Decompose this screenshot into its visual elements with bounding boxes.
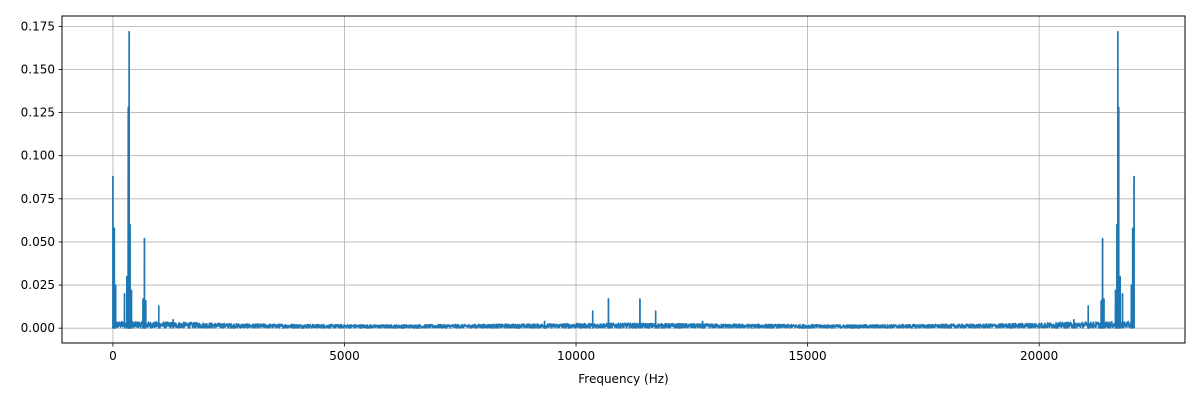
y-tick-label: 0.050 bbox=[21, 235, 55, 249]
plot-frame bbox=[61, 15, 1186, 344]
x-tick-label: 15000 bbox=[788, 349, 826, 363]
y-axis-ticks: 0.000 0.025 0.050 0.075 0.100 0.125 0.150 0.175 bbox=[21, 19, 62, 335]
x-tick-label: 10000 bbox=[557, 349, 595, 363]
x-axis-ticks: 0 5000 10000 15000 20000 bbox=[109, 343, 1058, 363]
y-tick-label: 0.075 bbox=[21, 192, 55, 206]
y-tick-label: 0.025 bbox=[21, 278, 55, 292]
y-tick-label: 0.150 bbox=[21, 62, 55, 76]
grid-lines bbox=[62, 16, 1185, 343]
x-tick-label: 5000 bbox=[329, 349, 360, 363]
y-tick-label: 0.175 bbox=[21, 19, 55, 33]
x-tick-label: 0 bbox=[109, 349, 117, 363]
spectrum-line bbox=[112, 30, 1135, 329]
plot-area-background bbox=[62, 16, 1185, 343]
y-tick-label: 0.125 bbox=[21, 106, 55, 120]
x-axis-title: Frequency (Hz) bbox=[578, 372, 669, 386]
y-tick-label: 0.100 bbox=[21, 149, 55, 163]
x-tick-label: 20000 bbox=[1020, 349, 1058, 363]
y-tick-label: 0.000 bbox=[21, 321, 55, 335]
spectrum-series bbox=[112, 30, 1135, 329]
